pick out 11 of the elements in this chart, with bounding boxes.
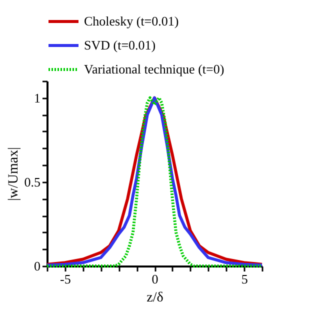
- y-tick-label: 1: [34, 90, 40, 106]
- x-tick-label: 0: [152, 272, 158, 286]
- x-tick-label: 5: [241, 272, 248, 286]
- legend-label: Cholesky (t=0.01): [84, 14, 179, 28]
- legend-label: Variational technique (t=0): [84, 62, 224, 76]
- y-tick-label: 0.5: [24, 174, 40, 190]
- x-tick-label: -5: [60, 272, 71, 286]
- y-tick-label: 0: [34, 258, 40, 274]
- x-axis-title: z/δ: [146, 290, 164, 306]
- legend-label: SVD (t=0.01): [84, 38, 156, 52]
- y-axis-title: |w/Umax|: [6, 147, 22, 201]
